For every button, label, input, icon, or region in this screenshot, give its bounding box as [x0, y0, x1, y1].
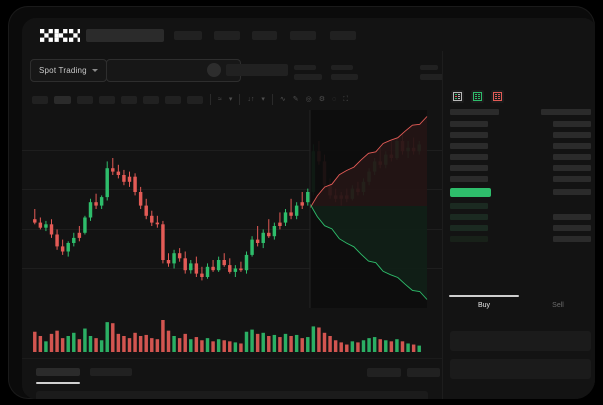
orderbook-and-order-form-panel: Buy Sell: [442, 51, 595, 399]
timeframe-5[interactable]: [121, 95, 137, 104]
toolbar-divider: [239, 94, 241, 105]
alert-icon[interactable]: ◎: [305, 96, 312, 103]
timeframe-1[interactable]: [32, 95, 48, 104]
orderbook-highlighted-size[interactable]: [553, 189, 591, 195]
price-input[interactable]: [450, 331, 591, 351]
settings-gear-icon[interactable]: ⚙: [318, 96, 326, 103]
orderbook-bid-size[interactable]: [553, 214, 591, 220]
toolbar-divider: [271, 94, 273, 105]
orderbook-header-right: [541, 109, 591, 115]
bottom-action-2[interactable]: [407, 368, 440, 377]
candle-style-chevron-icon[interactable]: ▾: [261, 96, 265, 103]
tab-buy[interactable]: Buy: [477, 302, 491, 309]
okx-logo-icon[interactable]: [40, 29, 80, 42]
nav-item-1[interactable]: [174, 31, 202, 40]
app-screen: Spot Trading: [22, 18, 595, 399]
nav-item-4[interactable]: [290, 31, 316, 40]
coin-avatar-icon: [207, 63, 221, 77]
tab-sell[interactable]: Sell: [552, 302, 564, 309]
order-form: [443, 321, 595, 399]
orderbook-ask-price[interactable]: [450, 132, 488, 138]
timeframe-3[interactable]: [77, 95, 93, 104]
nav-item-2[interactable]: [214, 31, 240, 40]
top-navigation-bar: [22, 18, 595, 51]
nav-item-5[interactable]: [330, 31, 356, 40]
volume-bars: [33, 320, 421, 352]
stat-last-price: [294, 65, 322, 80]
orderbook-ask-size[interactable]: [553, 165, 591, 171]
nav-item-3[interactable]: [252, 31, 277, 40]
orderbook-ask-price[interactable]: [450, 154, 488, 160]
orderbook-ask-price[interactable]: [450, 165, 488, 171]
line-tool-icon[interactable]: ∿: [279, 96, 286, 103]
timeframe-8[interactable]: [187, 95, 203, 104]
orderbook-ask-price[interactable]: [450, 143, 488, 149]
chart-type-chevron-icon[interactable]: ▾: [228, 96, 233, 103]
orderbook-ask-size[interactable]: [553, 132, 591, 138]
orderbook-bid-price[interactable]: [450, 236, 488, 242]
orderbook-view-toggle-group: [451, 90, 504, 103]
orderbook-ask-size[interactable]: [553, 121, 591, 127]
bottom-action-1[interactable]: [367, 368, 401, 377]
orderbook-highlighted-row[interactable]: [450, 188, 491, 197]
orderbook-bid-price[interactable]: [450, 214, 488, 220]
candlestick-chart[interactable]: [22, 110, 442, 308]
candle-style-icon[interactable]: ↓↑: [247, 96, 255, 103]
orders-empty-row: [36, 391, 428, 399]
compare-icon[interactable]: ◌: [332, 96, 337, 103]
orderbook-bid-size[interactable]: [553, 225, 591, 231]
orderbook-bid-price[interactable]: [450, 225, 488, 231]
orderbook-view-both-icon[interactable]: [451, 90, 464, 103]
toolbar-divider: [210, 94, 211, 105]
orders-panel: [22, 358, 442, 399]
buy-sell-tabs: Buy Sell: [443, 295, 595, 317]
chart-toolbar: ≈ ▾ ↓↑ ▾ ∿ ✎ ◎ ⚙ ◌ ⛶: [22, 89, 442, 111]
orderbook-ask-size[interactable]: [553, 154, 591, 160]
orderbook-ask-size[interactable]: [553, 143, 591, 149]
device-bezel: Spot Trading: [8, 6, 595, 399]
orderbook-view-bids-icon[interactable]: [471, 90, 484, 103]
orderbook-ask-price[interactable]: [450, 121, 488, 127]
timeframe-2[interactable]: [54, 95, 71, 104]
market-type-label: Spot Trading: [39, 66, 87, 75]
brand-name-placeholder: [86, 29, 164, 42]
depth-overlay-chart: [309, 110, 428, 308]
timeframe-4[interactable]: [99, 95, 115, 104]
orderbook-bid-price[interactable]: [450, 203, 488, 209]
orderbook-header-left: [450, 109, 499, 115]
amount-input[interactable]: [450, 359, 591, 379]
orderbook-rows[interactable]: [443, 109, 595, 269]
market-type-dropdown[interactable]: Spot Trading: [30, 59, 107, 82]
orderbook-view-asks-icon[interactable]: [491, 90, 504, 103]
drawing-pencil-icon[interactable]: ✎: [292, 96, 299, 103]
stat-change: [331, 65, 358, 80]
orderbook-bid-size[interactable]: [553, 236, 591, 242]
ticker-symbol-placeholder: [226, 64, 288, 76]
orderbook-ask-size[interactable]: [553, 176, 591, 182]
timeframe-7[interactable]: [165, 95, 181, 104]
volume-histogram: [22, 308, 442, 358]
indicators-icon[interactable]: ≈: [218, 96, 222, 103]
fullscreen-icon[interactable]: ⛶: [343, 96, 349, 103]
timeframe-6[interactable]: [143, 95, 159, 104]
orderbook-ask-price[interactable]: [450, 176, 488, 182]
active-tab-indicator: [449, 295, 519, 297]
chevron-down-icon: [91, 69, 98, 72]
tab-open-orders[interactable]: [36, 368, 80, 376]
active-tab-indicator: [36, 382, 80, 384]
tab-order-history[interactable]: [90, 368, 132, 376]
stat-24h-high: [420, 65, 453, 80]
